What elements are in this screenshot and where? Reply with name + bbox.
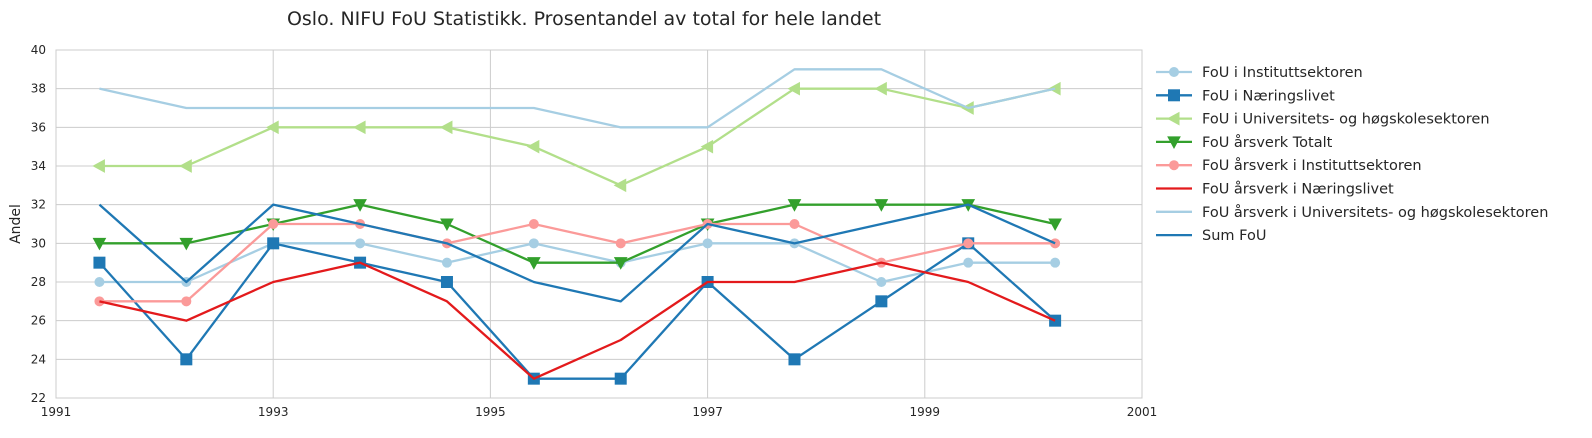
data-point bbox=[180, 353, 193, 366]
data-point bbox=[789, 219, 800, 229]
data-point bbox=[353, 120, 366, 135]
data-point bbox=[440, 276, 453, 288]
series-line bbox=[99, 203, 1056, 264]
legend-item: FoU i Næringslivet bbox=[1156, 88, 1335, 104]
data-point bbox=[615, 238, 626, 249]
data-point bbox=[526, 139, 540, 154]
plot-area bbox=[56, 50, 1142, 398]
legend-label: FoU i Næringslivet bbox=[1202, 88, 1335, 104]
data-point bbox=[874, 199, 889, 212]
data-point bbox=[1048, 218, 1062, 232]
data-point bbox=[439, 120, 453, 135]
legend-marker bbox=[1167, 136, 1181, 149]
series-line bbox=[98, 203, 1056, 303]
data-point bbox=[702, 238, 713, 249]
y-tick-label: 40 bbox=[31, 43, 46, 57]
y-tick-label: 36 bbox=[31, 120, 46, 134]
legend-marker bbox=[1169, 160, 1179, 171]
x-tick-label: 1993 bbox=[258, 405, 289, 419]
data-point bbox=[614, 372, 627, 385]
data-point bbox=[266, 120, 279, 135]
y-tick-label: 34 bbox=[31, 159, 46, 173]
legend-item: Sum FoU bbox=[1156, 228, 1266, 244]
data-point bbox=[613, 257, 628, 270]
data-point bbox=[441, 257, 452, 268]
data-point bbox=[181, 296, 192, 307]
series-line bbox=[99, 87, 1056, 187]
legend-item: FoU i Universitets- og høgskolesektoren bbox=[1156, 112, 1490, 128]
series-line bbox=[99, 222, 1056, 303]
series-8 bbox=[98, 203, 1056, 303]
data-point bbox=[94, 277, 105, 287]
legend-item: FoU årsverk Totalt bbox=[1156, 134, 1333, 151]
series-6 bbox=[99, 261, 1056, 380]
data-point bbox=[528, 219, 539, 229]
x-tick-label: 2001 bbox=[1127, 405, 1158, 419]
legend-item: FoU årsverk i Instituttsektoren bbox=[1156, 157, 1422, 174]
legend-item: FoU årsverk i Næringslivet bbox=[1156, 181, 1394, 198]
data-point bbox=[613, 178, 627, 193]
data-point bbox=[179, 159, 192, 173]
data-point bbox=[526, 257, 541, 270]
data-point bbox=[528, 238, 539, 249]
y-tick-label: 24 bbox=[31, 352, 46, 366]
x-tick-label: 1999 bbox=[910, 405, 941, 419]
x-tick-label: 1995 bbox=[475, 405, 506, 419]
series-7 bbox=[99, 68, 1056, 129]
legend-label: FoU årsverk Totalt bbox=[1202, 134, 1333, 151]
data-point bbox=[963, 257, 974, 268]
legend-item: FoU årsverk i Universitets- og høgskoles… bbox=[1156, 204, 1548, 221]
data-point bbox=[788, 353, 801, 366]
data-point bbox=[1050, 257, 1061, 268]
legend-label: FoU årsverk i Instituttsektoren bbox=[1202, 157, 1422, 174]
data-point bbox=[440, 218, 454, 232]
series-line bbox=[99, 242, 1056, 284]
y-tick-label: 26 bbox=[31, 314, 46, 328]
data-point bbox=[700, 139, 714, 154]
data-point bbox=[874, 81, 887, 96]
y-tick-label: 38 bbox=[31, 82, 46, 96]
plot-frame bbox=[55, 49, 1143, 399]
tick-labels: 1991 1993 1995 1997 1999 2001 22 24 26 28 30 32 34 36… bbox=[31, 43, 1158, 419]
legend-marker bbox=[1168, 89, 1180, 102]
legend-label: FoU i Instituttsektoren bbox=[1202, 65, 1363, 81]
data-point bbox=[787, 199, 802, 212]
data-point bbox=[179, 237, 194, 251]
legend-marker bbox=[1169, 67, 1179, 77]
data-point bbox=[963, 238, 974, 249]
y-tick-label: 22 bbox=[31, 391, 46, 405]
data-point bbox=[876, 277, 887, 287]
data-point bbox=[267, 237, 280, 250]
data-point bbox=[92, 237, 107, 251]
y-tick-label: 30 bbox=[31, 236, 46, 250]
series-line bbox=[99, 261, 1056, 380]
x-tick-label: 1997 bbox=[692, 405, 723, 419]
y-axis-label: Andel bbox=[8, 204, 24, 244]
data-point bbox=[93, 256, 106, 269]
y-tick-label: 28 bbox=[31, 275, 46, 289]
data-point bbox=[355, 238, 366, 249]
legend-label: FoU i Universitets- og høgskolesektoren bbox=[1202, 112, 1490, 128]
data-point bbox=[268, 219, 279, 229]
legend-label: FoU årsverk i Næringslivet bbox=[1202, 181, 1394, 198]
series-3 bbox=[92, 81, 1061, 193]
y-tick-label: 32 bbox=[31, 198, 46, 212]
chart-title: Oslo. NIFU FoU Statistikk. Prosentandel … bbox=[287, 8, 881, 30]
legend-item: FoU i Instituttsektoren bbox=[1156, 65, 1363, 81]
legend-label: Sum FoU bbox=[1202, 228, 1266, 244]
legend: FoU i Instituttsektoren FoU i Næringslive… bbox=[1156, 65, 1548, 244]
legend-marker bbox=[1166, 111, 1180, 126]
series-line bbox=[98, 242, 1056, 380]
series-layer bbox=[92, 68, 1062, 385]
legend-label: FoU årsverk i Universitets- og høgskoles… bbox=[1202, 204, 1548, 221]
series-line bbox=[99, 68, 1056, 129]
data-point bbox=[353, 199, 367, 212]
x-tick-label: 1991 bbox=[41, 405, 72, 419]
data-point bbox=[875, 295, 888, 308]
data-point bbox=[92, 159, 105, 173]
data-point bbox=[787, 81, 800, 96]
